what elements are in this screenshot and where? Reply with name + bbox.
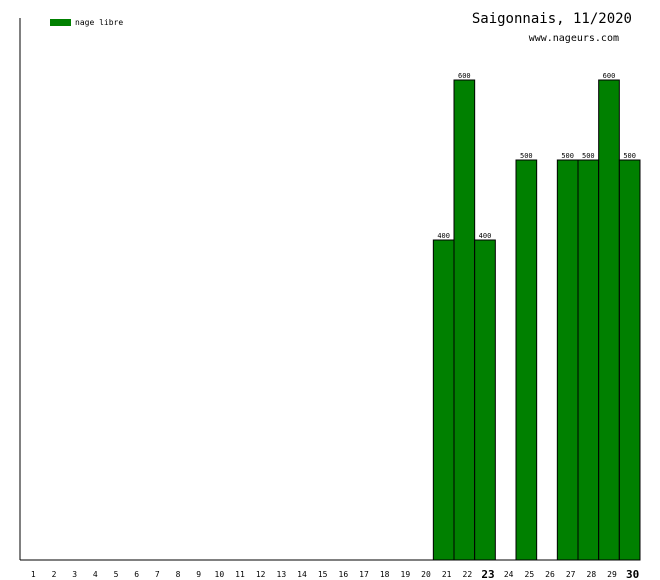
- data-label-day-30: 500: [623, 152, 636, 160]
- bars: [432, 79, 641, 561]
- x-tick-15: 15: [318, 570, 328, 579]
- data-label-day-28: 500: [582, 152, 595, 160]
- x-tick-17: 17: [359, 570, 369, 579]
- chart-title: Saigonnais, 11/2020: [472, 11, 632, 27]
- data-label-day-22: 600: [458, 72, 471, 80]
- bar-day-28: [577, 159, 600, 561]
- x-tick-29: 29: [607, 570, 617, 579]
- bar-day-25: [515, 159, 538, 561]
- x-tick-9: 9: [196, 570, 201, 579]
- x-tick-18: 18: [380, 570, 390, 579]
- data-label-day-21: 400: [437, 232, 450, 240]
- x-tick-10: 10: [215, 570, 225, 579]
- x-tick-27: 27: [566, 570, 576, 579]
- x-tick-3: 3: [72, 570, 77, 579]
- x-tick-5: 5: [114, 570, 119, 579]
- legend-label: nage libre: [75, 18, 123, 27]
- x-tick-22: 22: [463, 570, 473, 579]
- x-tick-6: 6: [134, 570, 139, 579]
- x-tick-26: 26: [545, 570, 555, 579]
- x-axis-ticks: 1 2 3 4 5 6 7 8 9 10 11 12 13 14 15 16 17 18 19 20 21 22 23 24 2…: [31, 568, 639, 580]
- x-tick-21: 21: [442, 570, 452, 579]
- bar-day-27: [556, 159, 579, 561]
- x-tick-20: 20: [421, 570, 431, 579]
- x-tick-8: 8: [176, 570, 181, 579]
- x-tick-19: 19: [401, 570, 411, 579]
- legend-swatch: [50, 19, 71, 26]
- x-tick-12: 12: [256, 570, 266, 579]
- x-tick-16: 16: [339, 570, 349, 579]
- x-tick-2: 2: [52, 570, 57, 579]
- x-tick-1: 1: [31, 570, 36, 579]
- x-tick-11: 11: [235, 570, 245, 579]
- data-labels: 400 600 400 500 500 500 600 500: [437, 72, 636, 240]
- data-label-day-23: 400: [479, 232, 492, 240]
- x-tick-30: 30: [626, 568, 639, 580]
- site-label: www.nageurs.com: [529, 33, 619, 44]
- x-tick-23: 23: [481, 568, 494, 580]
- bar-day-23: [474, 239, 496, 561]
- x-tick-25: 25: [525, 570, 535, 579]
- x-tick-28: 28: [587, 570, 597, 579]
- x-tick-7: 7: [155, 570, 160, 579]
- x-tick-24: 24: [504, 570, 514, 579]
- legend: nage libre: [50, 18, 123, 27]
- bar-day-21: [432, 239, 455, 561]
- data-label-day-29: 600: [603, 72, 616, 80]
- data-label-day-27: 500: [561, 152, 574, 160]
- bar-day-29: [598, 79, 620, 561]
- bar-day-22: [453, 79, 476, 561]
- x-tick-13: 13: [277, 570, 287, 579]
- x-tick-14: 14: [297, 570, 307, 579]
- data-label-day-25: 500: [520, 152, 533, 160]
- bar-day-30: [618, 159, 641, 561]
- x-tick-4: 4: [93, 570, 98, 579]
